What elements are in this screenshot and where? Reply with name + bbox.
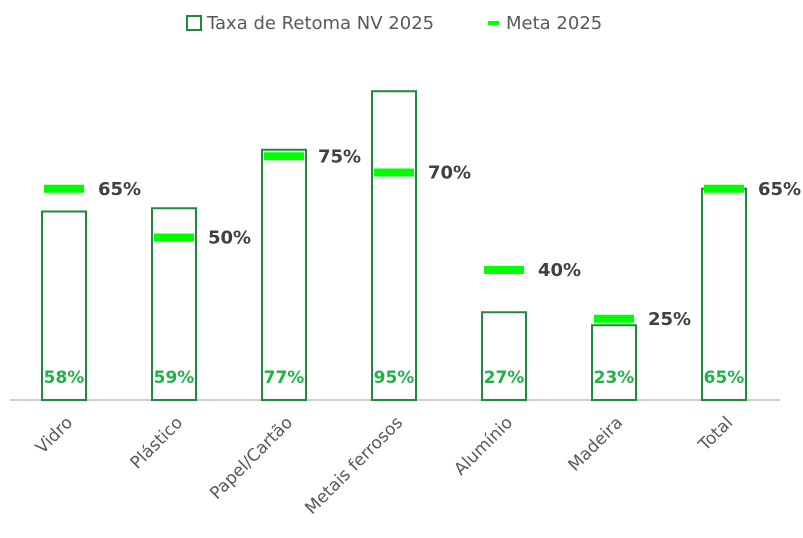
target-marker	[154, 233, 194, 242]
legend-label: Meta 2025	[506, 13, 602, 34]
target-label: 40%	[538, 260, 581, 281]
bar	[701, 187, 747, 401]
legend: Taxa de Retoma NV 2025 Meta 2025	[186, 13, 602, 34]
bar	[481, 311, 527, 401]
x-tick-label: Total	[694, 413, 737, 456]
target-marker	[264, 152, 304, 161]
target-marker	[484, 266, 524, 274]
bar-label: 95%	[374, 368, 415, 388]
target-label: 70%	[428, 163, 471, 184]
legend-label: Taxa de Retoma NV 2025	[206, 13, 434, 34]
bar-label: 59%	[154, 368, 195, 388]
target-label: 50%	[208, 228, 251, 249]
x-tick-label: Papel/Cartão	[206, 413, 297, 504]
target-marker	[44, 184, 84, 193]
target-label: 25%	[648, 309, 691, 330]
target-marker	[704, 184, 744, 193]
bar-label: 65%	[704, 368, 745, 388]
bar-label: 27%	[484, 368, 525, 388]
bar	[261, 148, 307, 401]
bar-label: 77%	[264, 368, 305, 388]
bar	[371, 90, 417, 401]
bar-label: 58%	[44, 368, 85, 388]
x-tick-label: Alumínio	[450, 413, 517, 480]
target-marker	[594, 314, 634, 323]
x-tick-label: Metais ferrosos	[301, 413, 407, 519]
legend-swatch	[186, 15, 202, 31]
bar	[41, 210, 87, 401]
bar	[591, 324, 637, 401]
x-tick-label: Plástico	[127, 413, 187, 473]
target-label: 75%	[318, 146, 361, 167]
target-label: 65%	[98, 179, 141, 200]
x-tick-label: Vidro	[32, 413, 77, 458]
target-label: 65%	[758, 179, 801, 200]
bar-label: 23%	[594, 368, 635, 388]
x-tick-label: Madeira	[565, 413, 628, 476]
target-marker	[374, 168, 414, 177]
